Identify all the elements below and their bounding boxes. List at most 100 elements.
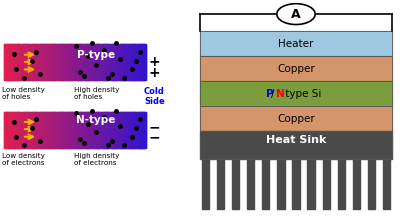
Bar [144, 44, 146, 80]
Bar [76, 112, 77, 148]
Bar [123, 44, 124, 80]
Bar [50, 112, 51, 148]
Text: High density
of holes: High density of holes [74, 87, 119, 100]
Bar [200, 31, 392, 56]
Bar [34, 44, 35, 80]
Bar [49, 44, 50, 80]
Bar [21, 44, 22, 80]
Bar [69, 112, 70, 148]
Bar [47, 112, 48, 148]
Bar [12, 44, 13, 80]
Bar [73, 44, 74, 80]
Text: N-type: N-type [76, 115, 116, 125]
Bar [92, 112, 93, 148]
Bar [217, 159, 224, 209]
Bar [115, 112, 116, 148]
Bar [22, 44, 23, 80]
Bar [68, 44, 69, 80]
Bar [11, 112, 12, 148]
Bar [59, 44, 60, 80]
Bar [27, 44, 28, 80]
Bar [107, 44, 108, 80]
Bar [118, 44, 119, 80]
Bar [119, 44, 120, 80]
Bar [7, 44, 8, 80]
Bar [141, 112, 142, 148]
Bar [200, 81, 392, 106]
Bar [130, 44, 131, 80]
Bar [72, 112, 73, 148]
Bar [44, 112, 45, 148]
Bar [4, 112, 5, 148]
Bar [104, 112, 105, 148]
Bar [7, 44, 8, 80]
Bar [102, 112, 103, 148]
Bar [45, 44, 46, 80]
Bar [84, 44, 85, 80]
Bar [133, 44, 134, 80]
Bar [27, 112, 28, 148]
Bar [77, 44, 78, 80]
Bar [106, 112, 107, 148]
Bar [96, 112, 97, 148]
Bar [137, 44, 138, 80]
Bar [44, 44, 45, 80]
Bar [91, 44, 92, 80]
Bar [98, 112, 99, 148]
Bar [41, 44, 42, 80]
Bar [19, 44, 20, 80]
Bar [41, 44, 42, 80]
Bar [17, 44, 18, 80]
Bar [107, 112, 108, 148]
Text: P-type: P-type [77, 50, 115, 60]
Bar [94, 44, 95, 80]
Text: Copper: Copper [277, 114, 315, 124]
Bar [43, 112, 44, 148]
Bar [200, 131, 392, 159]
Bar [5, 112, 6, 148]
Bar [71, 112, 72, 148]
Bar [95, 44, 96, 80]
Bar [83, 44, 84, 80]
Bar [100, 112, 101, 148]
Bar [49, 112, 50, 148]
Bar [200, 81, 392, 106]
Bar [56, 112, 58, 148]
Bar [37, 44, 38, 80]
Bar [123, 44, 124, 80]
Bar [107, 44, 108, 80]
Bar [53, 112, 54, 148]
Bar [93, 112, 94, 148]
Bar [20, 112, 21, 148]
Bar [52, 44, 53, 80]
Bar [70, 112, 71, 148]
Bar [141, 112, 142, 148]
Bar [79, 112, 80, 148]
Bar [96, 44, 97, 80]
Bar [103, 112, 104, 148]
Bar [76, 112, 77, 148]
Bar [118, 112, 120, 148]
Bar [126, 44, 127, 80]
Bar [80, 44, 81, 80]
Bar [145, 112, 146, 148]
Bar [32, 44, 33, 80]
Bar [91, 112, 92, 148]
Bar [127, 44, 128, 80]
Bar [60, 44, 61, 80]
Bar [33, 44, 34, 80]
Bar [7, 112, 8, 148]
Bar [77, 44, 78, 80]
Bar [52, 44, 53, 80]
Bar [35, 112, 36, 148]
Bar [64, 112, 66, 148]
Bar [32, 112, 33, 148]
Bar [89, 112, 90, 148]
Bar [34, 112, 35, 148]
Bar [128, 44, 129, 80]
Bar [67, 112, 68, 148]
Bar [55, 44, 56, 80]
Bar [140, 112, 141, 148]
Bar [20, 112, 22, 148]
Bar [7, 112, 8, 148]
